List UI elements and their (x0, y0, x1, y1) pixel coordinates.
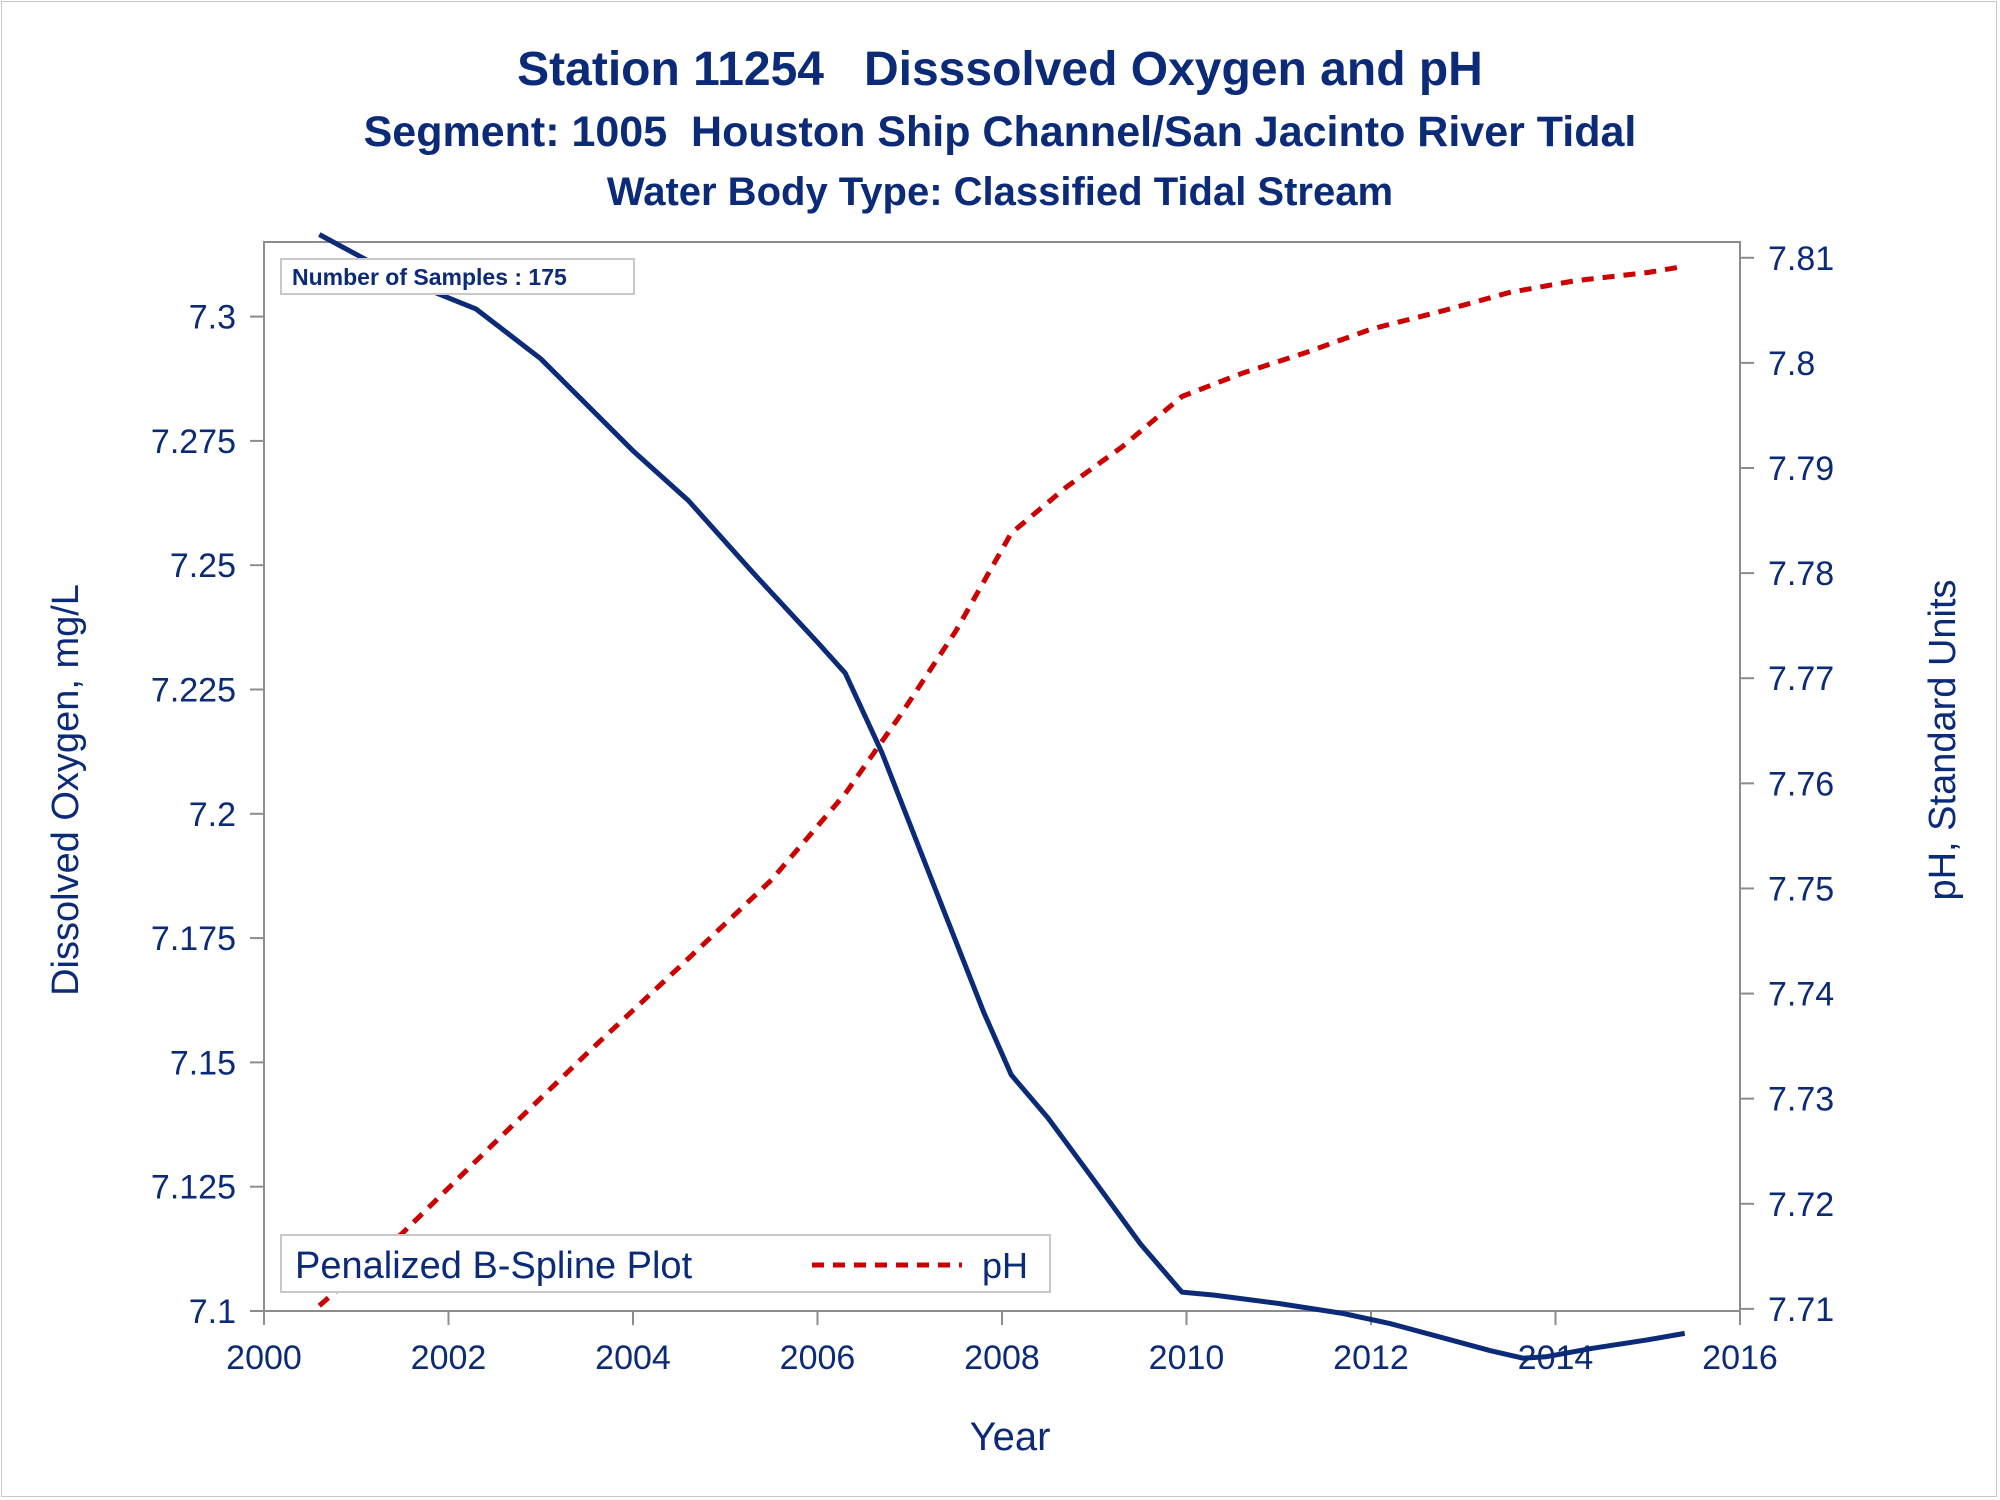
chart-subtitle-water-body: Water Body Type: Classified Tidal Stream (606, 170, 1394, 214)
y-axis-right: 7.71 7.72 7.73 7.74 7.75 7.76 7.77 7.78 7.79 7.8 7… (1740, 240, 1834, 1329)
series-line-ph (317, 263, 1686, 1308)
series-layer (317, 232, 1686, 1361)
y-left-tick-label: 7.275 (151, 423, 236, 461)
plot-area-frame (263, 241, 1741, 1312)
y-left-tick-label: 7.15 (170, 1044, 236, 1082)
y-axis-label-right: pH, Standard Units (1922, 579, 1964, 900)
chart-subtitle-segment: Segment: 1005 Houston Ship Channel/San J… (363, 108, 1637, 156)
y-left-tick-label: 7.125 (151, 1169, 236, 1207)
y-right-tick-label: 7.75 (1768, 870, 1834, 908)
series-line-do (318, 232, 1686, 1361)
x-tick-label: 2010 (1149, 1339, 1225, 1377)
x-axis-label: Year (970, 1415, 1051, 1459)
y-right-tick-label: 7.78 (1768, 555, 1834, 593)
x-tick-label: 2012 (1333, 1339, 1409, 1377)
x-tick-label: 2000 (226, 1339, 302, 1377)
y-right-tick-label: 7.81 (1768, 240, 1834, 278)
y-axis-label-left: Dissolved Oxygen, mg/L (45, 584, 87, 996)
y-right-tick-label: 7.72 (1768, 1186, 1834, 1224)
y-left-tick-label: 7.1 (189, 1293, 236, 1331)
y-left-tick-label: 7.2 (189, 796, 236, 834)
legend-title: Penalized B-Spline Plot (295, 1245, 693, 1287)
annotation-text: Number of Samples : 175 (292, 264, 567, 290)
x-tick-label: 2016 (1702, 1339, 1778, 1377)
annotation-box (280, 258, 635, 295)
x-tick-label: 2006 (780, 1339, 856, 1377)
y-left-tick-label: 7.225 (151, 671, 236, 709)
y-left-tick-label: 7.25 (170, 547, 236, 585)
x-tick-label: 2002 (411, 1339, 487, 1377)
y-right-tick-label: 7.71 (1768, 1291, 1834, 1329)
legend: Penalized B-Spline Plot pH (280, 1234, 1051, 1293)
y-right-tick-label: 7.74 (1768, 976, 1834, 1014)
x-tick-label: 2008 (964, 1339, 1040, 1377)
y-left-tick-label: 7.3 (189, 299, 236, 337)
y-right-tick-label: 7.73 (1768, 1081, 1834, 1119)
y-axis-left: 7.1 7.125 7.15 7.175 7.2 7.225 7.25 7.275 7.3 (151, 299, 264, 1331)
x-tick-label: 2004 (595, 1339, 671, 1377)
chart-title: Station 11254 Disssolved Oxygen and pH (517, 43, 1483, 96)
x-axis: 2000 2002 2004 2006 2008 2010 2012 2014 2016 (226, 1311, 1778, 1377)
y-right-tick-label: 7.77 (1768, 660, 1834, 698)
y-right-tick-label: 7.76 (1768, 765, 1834, 803)
sample-count-annotation: Number of Samples : 175 (280, 258, 635, 295)
y-right-tick-label: 7.8 (1768, 345, 1815, 383)
y-right-tick-label: 7.79 (1768, 450, 1834, 488)
y-left-tick-label: 7.175 (151, 920, 236, 958)
legend-label-ph: pH (982, 1245, 1028, 1286)
